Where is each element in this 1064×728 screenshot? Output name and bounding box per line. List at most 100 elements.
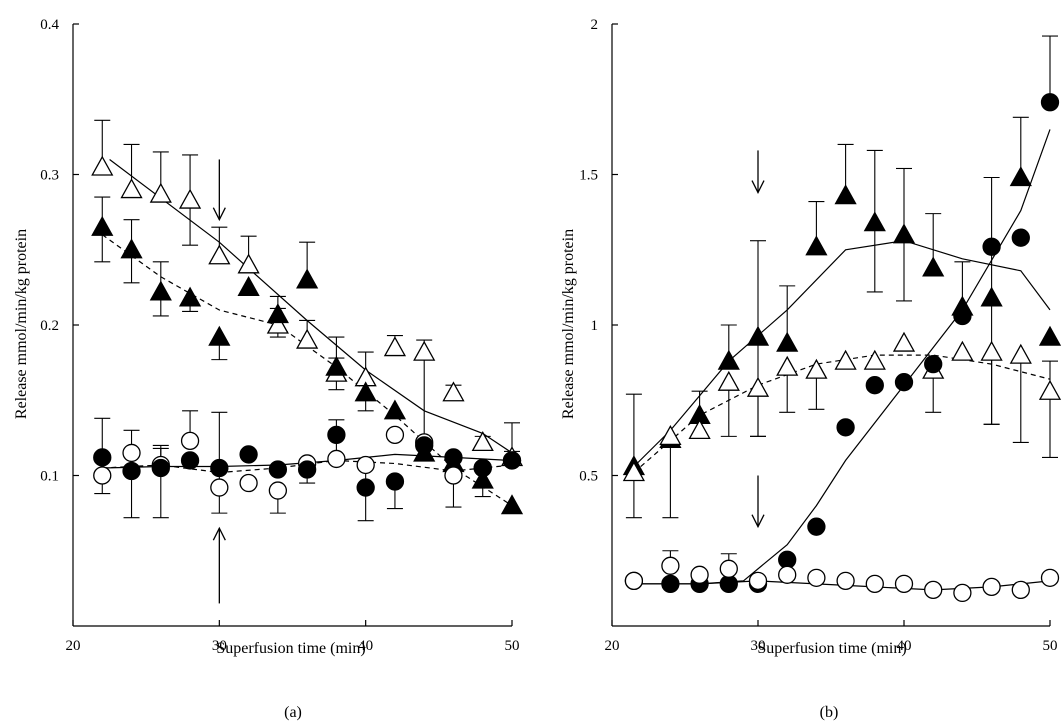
data-point-circle-open <box>93 466 112 485</box>
data-point-triangle-filled <box>149 280 172 301</box>
data-point-circle-filled <box>239 445 258 464</box>
arrow-head <box>212 526 226 541</box>
data-point-triangle-open <box>951 340 974 361</box>
data-point-triangle-open <box>834 349 857 370</box>
data-point-circle-filled <box>151 458 170 478</box>
data-point-triangle-filled <box>892 223 916 244</box>
panel-a: (a) Superfusion time (min) Release mmol/… <box>13 17 524 721</box>
data-point-circle-open <box>778 565 797 584</box>
y-tick-label: 0.5 <box>579 469 598 485</box>
data-point-triangle-filled <box>834 184 857 205</box>
data-point-circle-open <box>268 481 288 500</box>
data-point-circle-open <box>836 571 855 590</box>
data-point-triangle-open <box>383 336 407 357</box>
data-point-triangle-open <box>805 358 828 379</box>
panel-b-label: (b) <box>820 704 839 721</box>
panel-b-x-axis-title: Superfusion time (min) <box>757 640 906 657</box>
data-point-circle-open <box>444 466 463 485</box>
data-point-circle-filled <box>894 373 914 392</box>
data-point-circle-open <box>180 431 200 451</box>
data-point-circle-open <box>661 556 680 575</box>
data-point-triangle-open <box>1009 343 1032 364</box>
data-point-circle-open <box>690 565 709 584</box>
data-point-triangle-open <box>863 349 886 370</box>
data-point-triangle-filled <box>980 286 1003 307</box>
data-point-circle-open <box>327 449 346 469</box>
data-point-circle-open <box>122 443 141 463</box>
data-point-triangle-filled <box>500 494 524 515</box>
data-point-circle-filled <box>865 376 884 395</box>
data-point-circle-filled <box>268 460 288 479</box>
panel-a-x-axis-title: Superfusion time (min) <box>216 640 365 657</box>
data-point-triangle-open <box>442 381 465 402</box>
data-point-triangle-filled <box>776 331 799 352</box>
data-point-circle-open <box>924 580 943 600</box>
data-point-circle-filled <box>122 461 141 481</box>
data-point-triangle-filled <box>296 268 319 289</box>
data-point-circle-open <box>748 571 768 590</box>
data-point-triangle-filled <box>1009 166 1032 187</box>
fit-line-series-1 <box>109 159 513 454</box>
y-tick-label: 0.3 <box>40 168 59 184</box>
y-tick-label: 1.5 <box>579 168 598 184</box>
data-point-triangle-open <box>659 425 682 446</box>
data-point-circle-filled <box>982 237 1001 256</box>
data-point-circle-open <box>982 577 1001 597</box>
data-point-triangle-open <box>688 419 711 440</box>
data-point-circle-open <box>807 568 826 587</box>
data-point-triangle-open <box>149 182 172 203</box>
data-point-triangle-open <box>892 331 916 352</box>
data-point-triangle-filled <box>1038 325 1062 346</box>
data-point-triangle-open <box>178 188 202 209</box>
data-point-triangle-filled <box>91 215 114 236</box>
x-tick-label: 40 <box>358 638 373 654</box>
data-point-triangle-open <box>237 253 260 274</box>
data-point-circle-open <box>953 583 972 603</box>
data-point-circle-open <box>385 425 405 445</box>
data-point-circle-open <box>356 455 375 475</box>
arrow-head <box>751 180 765 195</box>
x-tick-label: 30 <box>751 638 766 654</box>
data-point-triangle-open <box>471 431 494 452</box>
data-point-triangle-filled <box>717 349 740 370</box>
arrow-head <box>212 207 226 222</box>
data-point-circle-filled <box>924 354 943 374</box>
x-tick-label: 50 <box>505 638 520 654</box>
data-point-triangle-filled <box>746 325 770 346</box>
data-point-circle-open <box>865 574 884 594</box>
data-point-triangle-filled <box>863 211 886 232</box>
data-point-triangle-open <box>413 340 436 361</box>
data-point-triangle-open <box>622 461 646 482</box>
y-tick-label: 0.1 <box>40 469 59 485</box>
y-tick-label: 0.4 <box>40 17 59 33</box>
data-point-triangle-open <box>208 244 231 265</box>
data-point-triangle-filled <box>237 276 260 297</box>
data-point-circle-open <box>1011 580 1030 600</box>
data-point-triangle-open <box>746 376 770 397</box>
data-point-circle-filled <box>661 574 680 594</box>
data-point-triangle-open <box>266 313 289 334</box>
x-tick-label: 20 <box>605 638 620 654</box>
data-point-circle-filled <box>444 448 463 467</box>
data-point-circle-filled <box>415 436 434 455</box>
x-tick-label: 20 <box>66 638 81 654</box>
data-point-circle-filled <box>210 458 229 478</box>
panel-a-label: (a) <box>284 704 302 721</box>
data-point-triangle-open <box>980 340 1003 361</box>
x-tick-label: 30 <box>212 638 227 654</box>
data-point-circle-filled <box>1011 228 1030 247</box>
panel-b-y-axis-title: Release mmol/min/kg protein <box>560 229 577 419</box>
y-tick-label: 1 <box>591 318 599 334</box>
data-point-circle-filled <box>1040 93 1060 112</box>
panel-b: (b) Superfusion time (min) Release mmol/… <box>560 17 1062 721</box>
data-point-circle-filled <box>473 458 492 478</box>
data-point-triangle-filled <box>471 468 494 489</box>
data-point-triangle-open <box>1038 379 1062 400</box>
data-point-triangle-filled <box>120 238 143 259</box>
x-tick-label: 50 <box>1043 638 1058 654</box>
data-point-triangle-filled <box>383 399 407 420</box>
data-point-circle-filled <box>180 451 200 470</box>
data-point-triangle-open <box>120 178 143 199</box>
data-point-triangle-filled <box>208 325 231 346</box>
